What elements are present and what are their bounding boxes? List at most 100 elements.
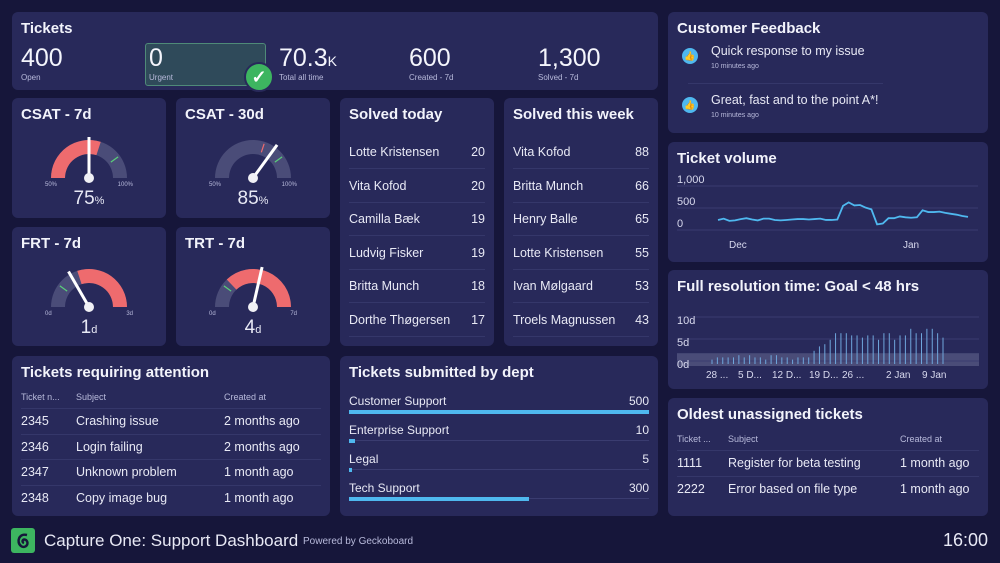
person-name: Troels Magnussen [513, 312, 616, 327]
column-header: Subject [728, 434, 759, 444]
gauge-value: 85% [237, 188, 269, 209]
table-cell: 1 month ago [224, 490, 294, 505]
panel-title: Solved today [349, 106, 443, 123]
table-row[interactable]: 2345 Crashing issue 2 months ago [21, 408, 321, 433]
attention-panel: Tickets requiring attention Ticket n... Su… [12, 356, 330, 516]
stat-urgent: 0 Urgent [149, 44, 174, 82]
gauge-needle [251, 266, 264, 308]
gauge-hub [248, 302, 258, 312]
leaderboard-row: Lotte Kristensen 20 [349, 136, 485, 169]
x-tick-label: 5 D... [738, 370, 762, 381]
panel-title: Oldest unassigned tickets [677, 406, 863, 423]
column-header: Subject [76, 392, 107, 402]
table-row[interactable]: 2222 Error based on file type 1 month ago [677, 475, 979, 501]
dept-count: 500 [628, 394, 649, 408]
table-row[interactable]: 1111 Register for beta testing 1 month ago [677, 450, 979, 475]
gauge-value: 4d [244, 317, 262, 338]
gauge-green-marker [59, 285, 68, 292]
panel-title: Full resolution time: Goal < 48 hrs [677, 278, 920, 295]
stat-open: 400 Open [21, 44, 63, 82]
panel-title: CSAT - 30d [185, 106, 264, 123]
dashboard-title: Capture One: Support Dashboard [44, 531, 299, 550]
check-icon: ✓ [244, 62, 274, 92]
gauge-green-marker [110, 156, 119, 163]
x-tick-label: 12 D... [772, 370, 801, 381]
person-count: 65 [635, 212, 649, 226]
dept-name: Enterprise Support [349, 423, 450, 437]
table-cell: Login failing [76, 439, 143, 454]
table-cell: 2347 [21, 465, 49, 479]
leaderboard-row: Camilla Bæk 19 [349, 203, 485, 236]
dept-row: Tech Support 300 [349, 481, 649, 510]
panel-title: Tickets [21, 20, 73, 37]
person-count: 20 [471, 178, 485, 193]
person-count: 66 [635, 178, 649, 193]
y-tick-label: 5d [677, 337, 689, 349]
dept-row: Customer Support 500 [349, 394, 649, 423]
gauge-max-label: 100% [281, 182, 297, 188]
bar-track [349, 440, 649, 441]
gauge-min-label: 50% [45, 182, 58, 188]
dept-name: Tech Support [349, 481, 420, 495]
column-header: Ticket ... [677, 434, 711, 444]
gauge-hub [248, 173, 258, 183]
powered-by: Powered by Geckoboard [303, 536, 414, 547]
table-row[interactable]: 2346 Login failing 2 months ago [21, 433, 321, 459]
divider [688, 83, 883, 84]
x-tick-label: 2 Jan [886, 370, 910, 381]
table-cell: 1 month ago [224, 465, 294, 479]
gauge-max-label: 100% [117, 182, 133, 188]
table-row[interactable]: 2348 Copy image bug 1 month ago [21, 484, 321, 510]
bar-track [349, 469, 649, 470]
leaderboard-row: Lotte Kristensen 55 [513, 237, 649, 270]
dept-count: 5 [642, 452, 649, 466]
person-count: 19 [471, 245, 485, 260]
panel-title: TRT - 7d [185, 235, 245, 252]
person-name: Vita Kofod [349, 178, 407, 193]
gauge-hub [84, 302, 94, 312]
table-cell: 2 months ago [224, 414, 300, 428]
panel-title: Solved this week [513, 106, 634, 123]
person-name: Lotte Kristensen [349, 145, 440, 159]
table-cell: 2348 [21, 490, 49, 505]
column-header: Created at [224, 392, 267, 402]
dept-row: Legal 5 [349, 452, 649, 481]
table-cell: Register for beta testing [728, 456, 861, 470]
y-tick-label: 0 [677, 218, 683, 230]
gauge-min-label: 0d [209, 311, 216, 317]
table-cell: Unknown problem [76, 465, 177, 479]
gauge-frt-7d: FRT - 7d 0d 3d 1d [12, 227, 166, 346]
person-name: Camilla Bæk [349, 212, 420, 226]
table-cell: 1111 [677, 456, 703, 470]
thumbs-up-icon: 👍 [682, 48, 698, 64]
panel-title: Customer Feedback [677, 20, 821, 37]
gauge-green-marker [223, 285, 232, 292]
table-row[interactable]: 2347 Unknown problem 1 month ago [21, 459, 321, 484]
panel-title: FRT - 7d [21, 235, 81, 252]
footer: Capture One: Support Dashboard Powered b… [0, 520, 1000, 563]
gauge-csat-30d: CSAT - 30d 50% 100% 85% [176, 98, 330, 218]
gauge-green-marker [274, 156, 283, 163]
table-cell: 1 month ago [900, 456, 970, 470]
person-name: Ivan Mølgaard [513, 279, 593, 293]
stat-total: 70.3K Total all time [279, 44, 338, 82]
x-tick-label: 19 D... [809, 370, 838, 381]
ticket-volume-panel: Ticket volume 0 500 1,000 Dec Jan [668, 142, 988, 262]
person-name: Ludvig Fisker [349, 245, 424, 260]
urgent-highlight [145, 43, 266, 86]
y-tick-label: 1,000 [677, 174, 705, 186]
table-cell: Copy image bug [76, 490, 168, 505]
geckoboard-logo-icon [11, 528, 35, 553]
gauge-red-zone [51, 140, 101, 178]
stat-solved: 1,300 Solved - 7d [538, 44, 601, 82]
table-cell: 2346 [21, 439, 49, 454]
person-name: Lotte Kristensen [513, 245, 604, 260]
gauge-trt-7d: TRT - 7d 0d 7d 4d [176, 227, 330, 346]
x-tick-label: Dec [729, 240, 747, 251]
person-name: Britta Munch [513, 178, 584, 193]
feedback-panel: Customer Feedback 👍 Quick response to my … [668, 12, 988, 133]
column-header: Ticket n... [21, 392, 60, 402]
gauge-max-label: 3d [126, 311, 133, 317]
oldest-panel: Oldest unassigned tickets Ticket ... Subje… [668, 398, 988, 516]
y-tick-label: 10d [677, 315, 695, 327]
